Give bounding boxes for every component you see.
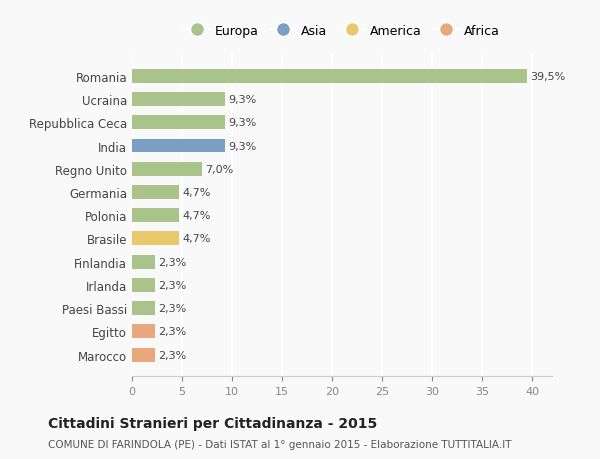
Bar: [132, 93, 225, 107]
Bar: [132, 116, 225, 130]
Text: 2,3%: 2,3%: [158, 350, 186, 360]
Bar: [132, 278, 155, 292]
Text: 4,7%: 4,7%: [182, 188, 211, 197]
Text: 9,3%: 9,3%: [228, 118, 256, 128]
Text: 4,7%: 4,7%: [182, 234, 211, 244]
Text: 9,3%: 9,3%: [228, 95, 256, 105]
Bar: [132, 325, 155, 339]
Bar: [132, 70, 527, 84]
Text: 9,3%: 9,3%: [228, 141, 256, 151]
Text: COMUNE DI FARINDOLA (PE) - Dati ISTAT al 1° gennaio 2015 - Elaborazione TUTTITAL: COMUNE DI FARINDOLA (PE) - Dati ISTAT al…: [48, 440, 511, 449]
Text: 2,3%: 2,3%: [158, 280, 186, 290]
Text: 2,3%: 2,3%: [158, 257, 186, 267]
Bar: [132, 209, 179, 223]
Bar: [132, 162, 202, 176]
Bar: [132, 185, 179, 200]
Legend: Europa, Asia, America, Africa: Europa, Asia, America, Africa: [179, 20, 505, 43]
Text: 2,3%: 2,3%: [158, 303, 186, 313]
Text: 4,7%: 4,7%: [182, 211, 211, 221]
Bar: [132, 255, 155, 269]
Text: 2,3%: 2,3%: [158, 327, 186, 336]
Bar: [132, 348, 155, 362]
Bar: [132, 139, 225, 153]
Bar: [132, 302, 155, 315]
Text: 39,5%: 39,5%: [530, 72, 565, 82]
Bar: [132, 232, 179, 246]
Text: Cittadini Stranieri per Cittadinanza - 2015: Cittadini Stranieri per Cittadinanza - 2…: [48, 416, 377, 430]
Text: 7,0%: 7,0%: [205, 164, 233, 174]
